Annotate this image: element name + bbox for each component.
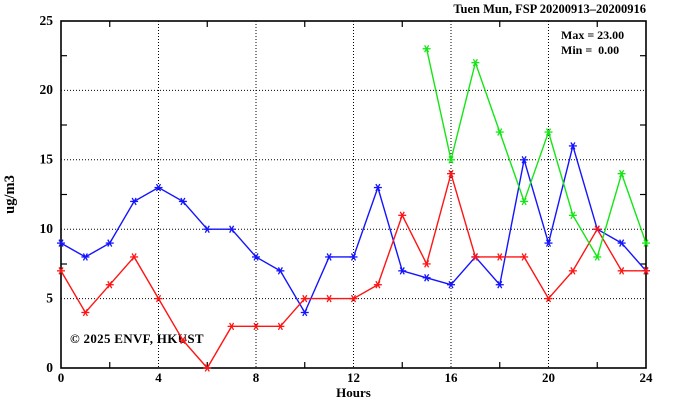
svg-text:ug/m3: ug/m3 bbox=[2, 175, 18, 214]
svg-text:4: 4 bbox=[155, 370, 162, 385]
svg-text:0: 0 bbox=[46, 360, 53, 375]
svg-text:8: 8 bbox=[253, 370, 260, 385]
svg-text:16: 16 bbox=[445, 370, 459, 385]
svg-text:0: 0 bbox=[58, 370, 65, 385]
svg-text:Max = 23.00: Max = 23.00 bbox=[561, 28, 624, 42]
svg-text:Hours: Hours bbox=[336, 385, 371, 400]
svg-text:25: 25 bbox=[40, 13, 54, 28]
svg-text:20: 20 bbox=[40, 82, 54, 97]
svg-text:10: 10 bbox=[40, 221, 54, 236]
svg-text:Tuen Mun, FSP 20200913–2020091: Tuen Mun, FSP 20200913–20200916 bbox=[453, 2, 646, 16]
svg-text:5: 5 bbox=[46, 291, 53, 306]
svg-text:12: 12 bbox=[347, 370, 360, 385]
svg-text:Min = 0.00: Min = 0.00 bbox=[561, 43, 619, 57]
svg-text:20: 20 bbox=[542, 370, 555, 385]
svg-text:15: 15 bbox=[40, 152, 54, 167]
svg-text:24: 24 bbox=[640, 370, 654, 385]
